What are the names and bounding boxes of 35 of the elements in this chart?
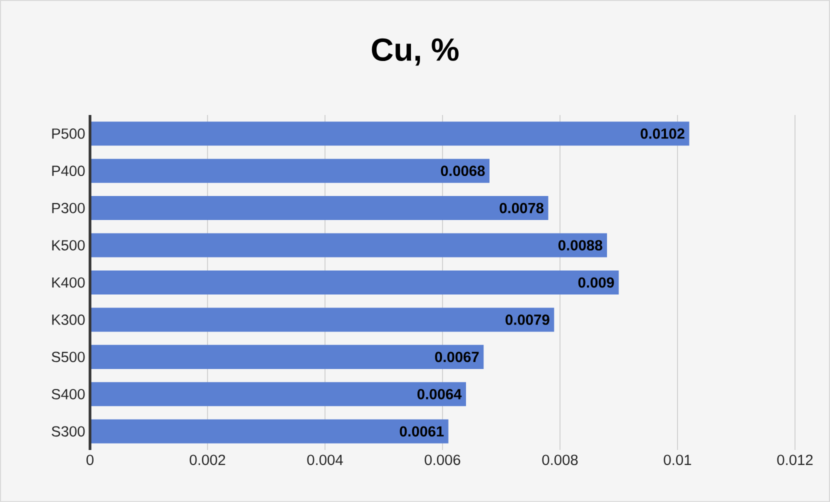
bar bbox=[90, 308, 554, 332]
y-tick-label: P500 bbox=[52, 128, 85, 139]
y-tick-label: S300 bbox=[52, 426, 85, 437]
x-tick-label: 0 bbox=[86, 454, 94, 466]
bar bbox=[90, 344, 484, 369]
bar bbox=[90, 270, 619, 294]
chart-title: Cu, % bbox=[372, 38, 459, 66]
data-label: 0.0067 bbox=[435, 352, 479, 362]
y-tick-label: K400 bbox=[52, 277, 85, 288]
y-tick-label: P400 bbox=[52, 166, 85, 176]
data-label: 0.009 bbox=[578, 277, 614, 288]
x-tick-label: 0.006 bbox=[424, 454, 460, 466]
bar bbox=[90, 382, 466, 406]
data-label: 0.0078 bbox=[500, 202, 544, 214]
x-tick-label: 0.008 bbox=[542, 454, 578, 466]
data-label: 0.0079 bbox=[506, 314, 550, 325]
data-label: 0.0068 bbox=[440, 166, 485, 176]
y-tick-label: K300 bbox=[52, 314, 85, 325]
bar bbox=[90, 158, 490, 183]
y-tick-label: K500 bbox=[52, 240, 85, 250]
bar bbox=[90, 196, 548, 220]
bar bbox=[90, 122, 690, 146]
data-label: 0.0102 bbox=[640, 128, 684, 139]
x-tick-label: 0.002 bbox=[190, 454, 226, 466]
data-label: 0.0088 bbox=[558, 240, 602, 250]
data-label: 0.0061 bbox=[400, 426, 444, 437]
bar bbox=[90, 419, 448, 444]
y-tick-label: S400 bbox=[52, 388, 85, 400]
x-tick-label: 0.012 bbox=[777, 454, 813, 466]
x-tick-label: 0.01 bbox=[664, 454, 692, 466]
y-tick-label: S500 bbox=[52, 352, 85, 362]
y-tick-label: P300 bbox=[52, 202, 85, 214]
x-tick-label: 0.004 bbox=[307, 454, 343, 466]
data-label: 0.0064 bbox=[417, 388, 462, 400]
bar bbox=[90, 233, 608, 258]
